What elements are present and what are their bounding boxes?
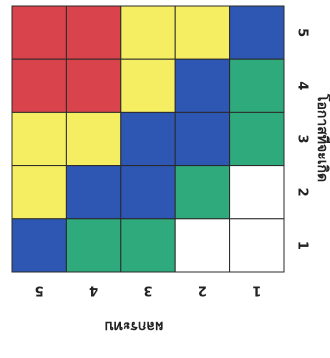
cell-r4-c1 [11, 165, 67, 220]
cell-r4-c3 [120, 165, 176, 220]
y-tick-label: 3 [295, 134, 310, 143]
cell-r2-c1 [11, 58, 67, 113]
x-tick-label: 4 [89, 283, 98, 298]
y-tick-label: 4 [295, 81, 310, 90]
cell-r2-c5 [229, 58, 285, 113]
y-tick-label: 5 [295, 28, 310, 37]
cell-r5-c4 [174, 218, 231, 273]
cell-r1-c4 [174, 5, 231, 60]
cell-r3-c3 [120, 111, 176, 167]
cell-r2-c2 [65, 58, 122, 113]
cell-r3-c5 [229, 111, 285, 167]
matrix-cells [11, 5, 285, 273]
x-tick-label: 1 [252, 283, 261, 298]
cell-r5-c3 [120, 218, 176, 273]
cell-r4-c5 [229, 165, 285, 220]
cell-r1-c1 [11, 5, 67, 60]
y-axis-title: โอกาสที่จะเกิด [314, 93, 330, 182]
x-tick-label: 3 [143, 283, 152, 298]
y-tick-label: 1 [295, 241, 310, 250]
cell-r3-c2 [65, 111, 122, 167]
cell-r4-c2 [65, 165, 122, 220]
cell-r5-c1 [11, 218, 67, 273]
cell-r3-c4 [174, 111, 231, 167]
tick-labels: 5 4 3 2 1 5 4 3 2 1 [35, 28, 310, 297]
cell-r1-c5 [229, 5, 285, 60]
x-tick-label: 2 [198, 283, 207, 298]
x-tick-label: 5 [35, 283, 44, 298]
cell-r3-c1 [11, 111, 67, 167]
x-axis-title: ผลกระทบ [105, 318, 164, 334]
cell-r4-c4 [174, 165, 231, 220]
y-tick-label: 2 [295, 188, 310, 197]
cell-r5-c5 [229, 218, 285, 273]
cell-r2-c4 [174, 58, 231, 113]
cell-r1-c2 [65, 5, 122, 60]
cell-r2-c3 [120, 58, 176, 113]
cell-r1-c3 [120, 5, 176, 60]
cell-r5-c2 [65, 218, 122, 273]
